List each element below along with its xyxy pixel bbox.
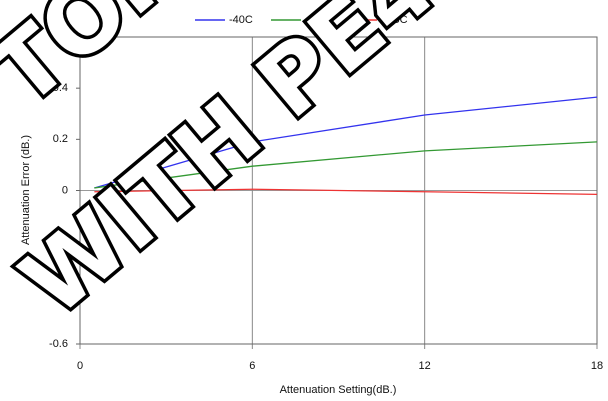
x-axis-label: Attenuation Setting(dB.) bbox=[280, 384, 397, 396]
x-tick-label: 18 bbox=[591, 360, 603, 372]
y-tick-label: 0.6 bbox=[53, 31, 68, 43]
plot-frame bbox=[79, 36, 598, 345]
y-tick-label: -0.2 bbox=[49, 236, 68, 248]
y-tick-label: 0.4 bbox=[53, 82, 68, 94]
series-line bbox=[94, 141, 598, 189]
series-line bbox=[94, 96, 598, 189]
legend-label: -40C bbox=[229, 14, 253, 26]
y-tick-label: 0.2 bbox=[53, 133, 68, 145]
x-tick-label: 0 bbox=[77, 360, 83, 372]
legend-label: +25C bbox=[305, 14, 332, 26]
x-tick-label: 6 bbox=[249, 360, 255, 372]
y-tick-label: 0 bbox=[62, 184, 68, 196]
watermark: TOF bbox=[0, 0, 197, 126]
y-tick-label: -0.4 bbox=[49, 287, 68, 299]
x-tick-label: 12 bbox=[419, 360, 431, 372]
y-tick-label: -0.6 bbox=[49, 338, 68, 350]
legend-label: +85C bbox=[381, 14, 408, 26]
y-axis-label: Attenuation Error (dB.) bbox=[20, 135, 32, 245]
series-line bbox=[94, 188, 598, 195]
